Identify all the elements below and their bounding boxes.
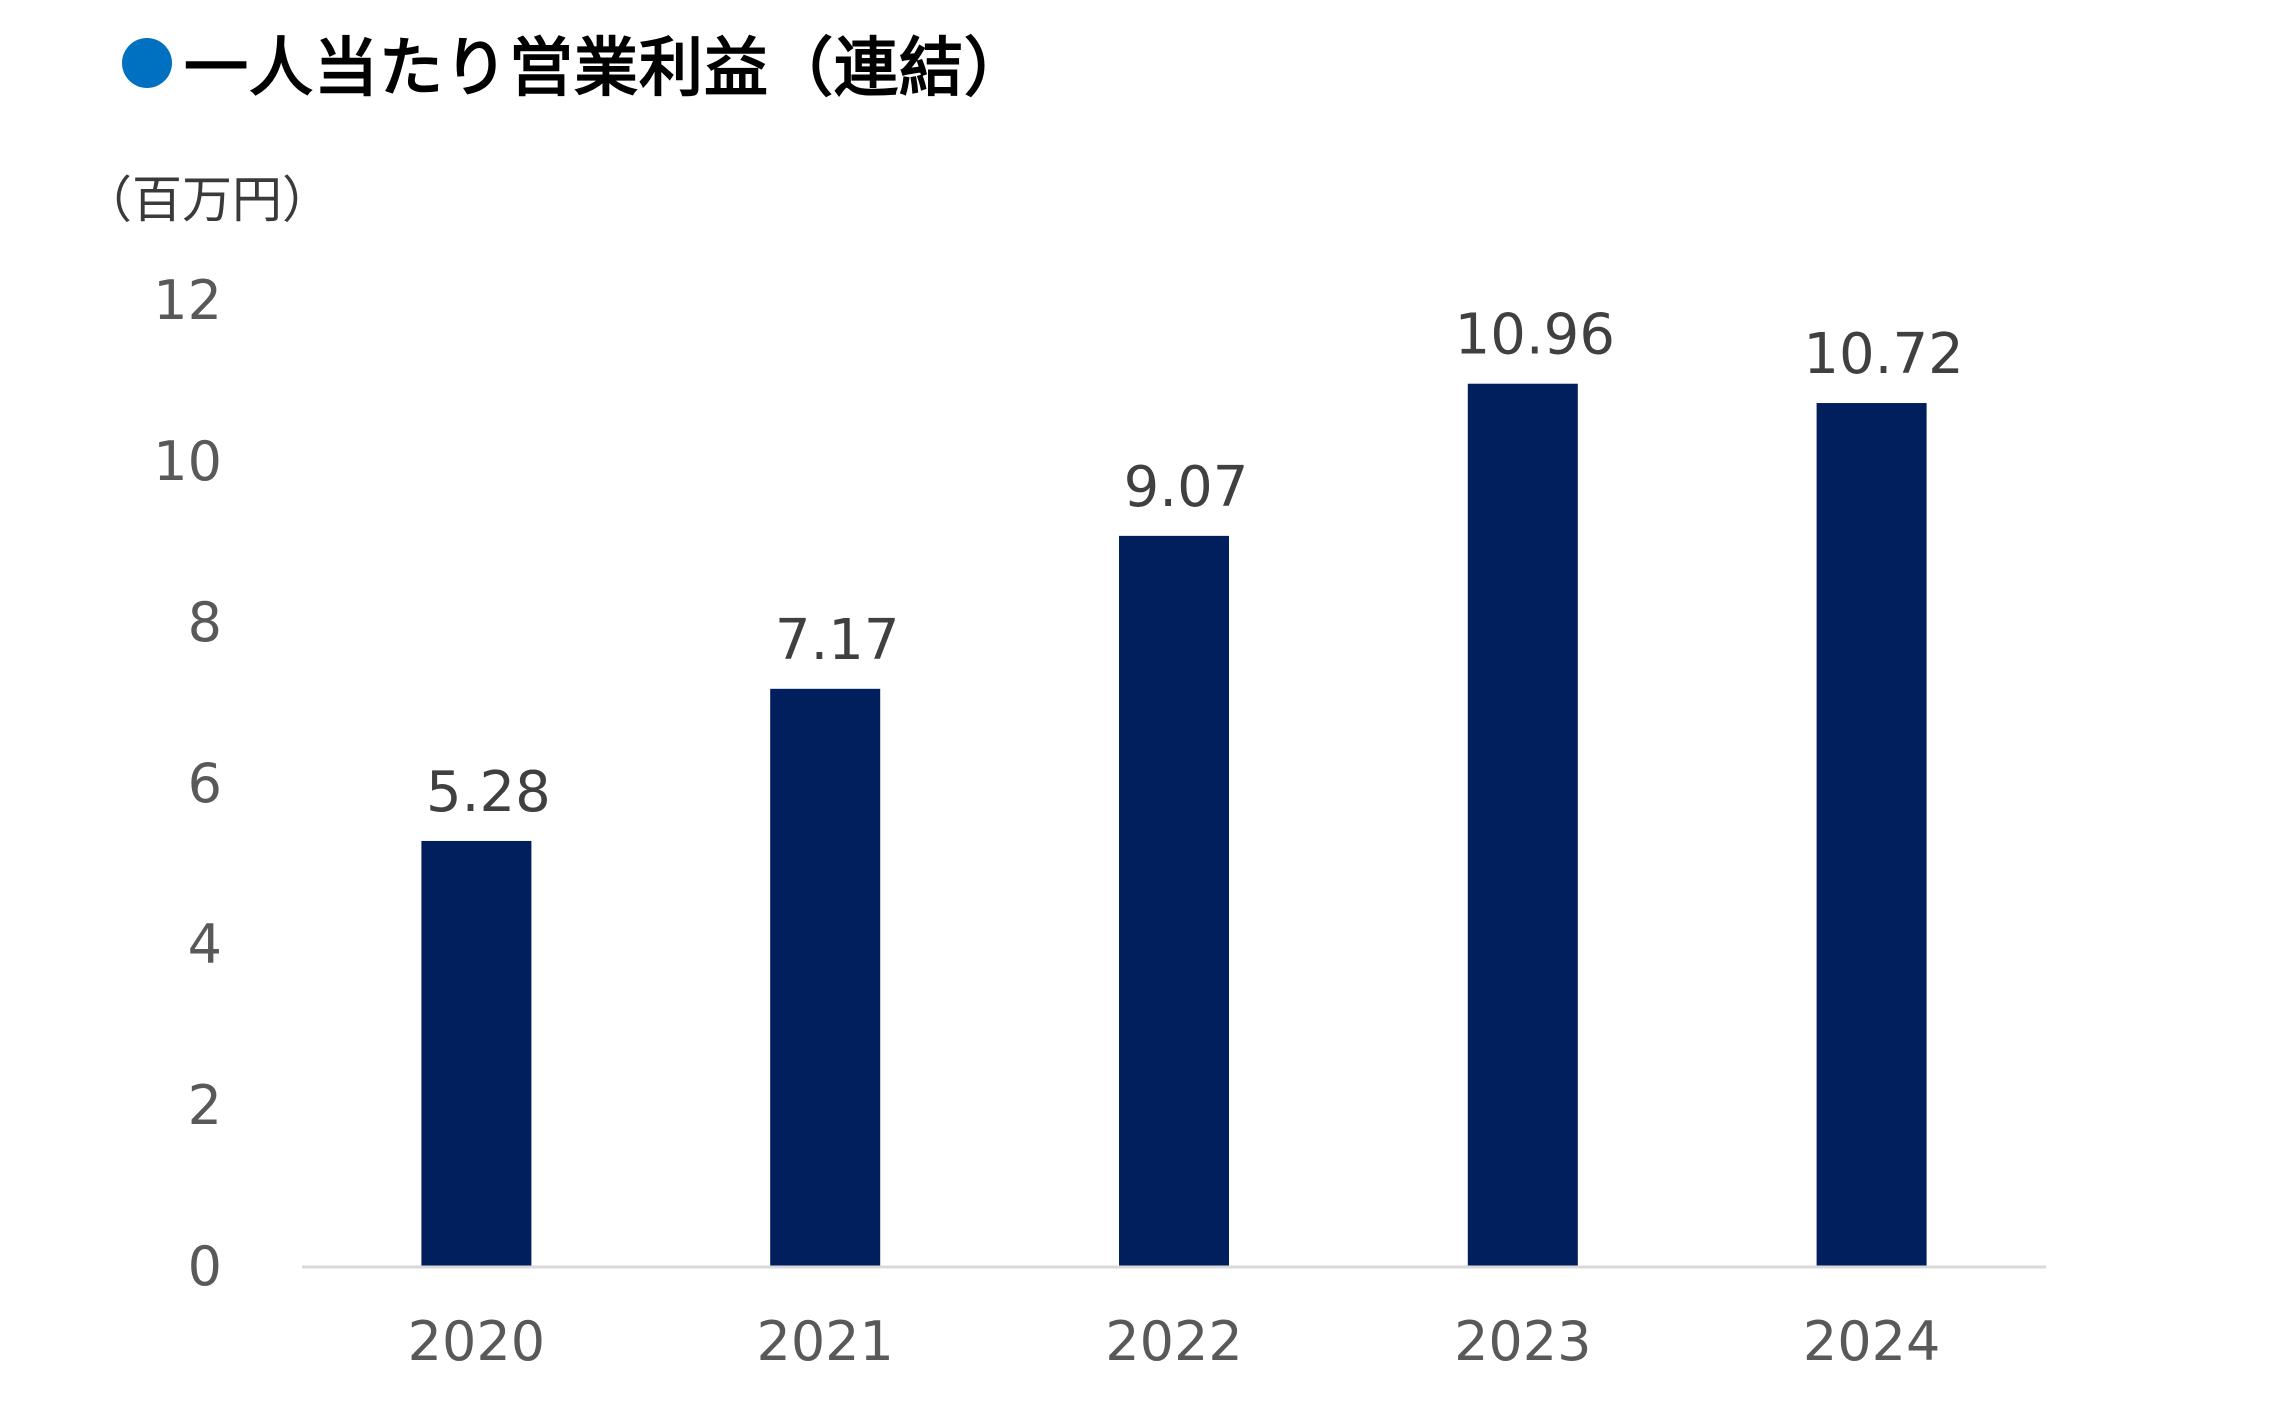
y-tick-label: 6 [188,752,222,815]
bar-2020 [421,840,532,1266]
x-tick-label-2020: 2020 [408,1310,545,1373]
unit-label: （百万円） [82,171,332,229]
data-label-2023: 10.96 [1455,303,1615,368]
x-tick-label-2022: 2022 [1105,1310,1242,1373]
bars [421,383,1927,1267]
y-tick-label: 2 [188,1074,222,1137]
x-tick-label-2021: 2021 [756,1310,893,1373]
data-label-2022: 9.07 [1124,455,1249,520]
y-tick-label: 0 [188,1235,222,1298]
bar-2022 [1119,535,1229,1266]
x-axis-ticks: 2020 2021 2022 2023 2024 [408,1310,1941,1373]
data-label-2024: 10.72 [1803,322,1963,387]
y-tick-label: 8 [188,591,222,654]
x-tick-label-2024: 2024 [1803,1310,1940,1373]
chart-title: 一人当たり営業利益（連結） [122,18,1029,108]
bar-2024 [1816,403,1927,1266]
y-tick-label: 4 [188,913,222,976]
x-tick-label-2023: 2023 [1454,1310,1591,1373]
data-label-2020: 5.28 [426,760,551,825]
bar-2023 [1467,383,1578,1267]
y-axis-ticks: 0 2 4 6 8 10 12 [153,269,222,1298]
y-tick-label: 10 [153,430,222,493]
y-tick-label: 12 [153,269,222,332]
bar-2021 [770,688,881,1266]
title-bullet-icon [122,38,172,88]
title-text: 一人当たり営業利益（連結） [184,32,1029,106]
data-labels: 5.28 7.17 9.07 10.96 10.72 [426,303,1964,825]
data-label-2021: 7.17 [775,608,900,673]
